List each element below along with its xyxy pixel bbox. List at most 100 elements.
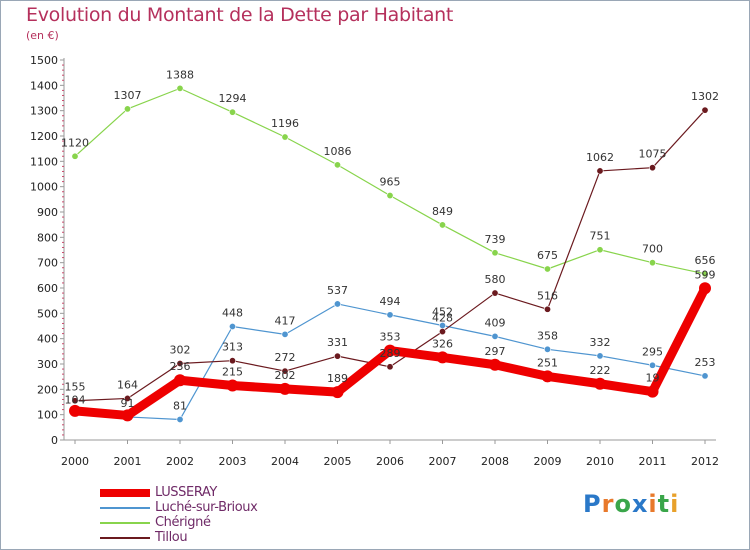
data-label: 599 (695, 268, 716, 281)
data-label: 202 (275, 369, 296, 382)
data-label: 849 (432, 205, 453, 218)
data-point (543, 345, 551, 353)
data-point (69, 404, 81, 417)
data-point (594, 377, 606, 390)
data-label: 1075 (639, 148, 667, 161)
y-tick-label: 500 (37, 307, 58, 320)
x-tick-label: 2009 (534, 455, 562, 468)
data-point (491, 289, 499, 297)
data-point (491, 332, 499, 340)
data-point (174, 374, 186, 387)
data-label: 236 (170, 360, 191, 373)
data-label: 494 (380, 295, 401, 308)
data-label: 700 (642, 243, 663, 256)
legend-label: Chérigné (155, 515, 211, 530)
data-label: 1307 (114, 89, 142, 102)
data-point (71, 152, 79, 160)
data-label: 428 (432, 312, 453, 325)
data-label: 448 (222, 307, 243, 320)
data-label: 289 (380, 347, 401, 360)
data-label: 272 (275, 351, 296, 364)
y-tick-label: 400 (37, 333, 58, 346)
legend-label: Luché-sur-Brioux (155, 500, 258, 515)
data-label: 189 (327, 372, 348, 385)
y-tick-label: 900 (37, 206, 58, 219)
data-point (124, 105, 132, 113)
y-tick-label: 200 (37, 383, 58, 396)
data-label: 417 (275, 314, 296, 327)
data-label: 965 (380, 176, 401, 189)
data-label: 516 (537, 289, 558, 302)
data-label: 1196 (271, 117, 299, 130)
data-label: 253 (695, 356, 716, 369)
x-tick-label: 2000 (61, 455, 89, 468)
data-point (281, 367, 289, 375)
data-point (229, 108, 237, 116)
data-label: 739 (485, 233, 506, 246)
x-tick-label: 2012 (691, 455, 719, 468)
legend-swatch (100, 537, 150, 539)
data-point (648, 361, 656, 369)
data-point (124, 394, 132, 402)
data-point (121, 409, 134, 422)
x-tick-label: 2001 (114, 455, 142, 468)
data-point (333, 161, 341, 169)
x-tick-label: 2003 (219, 455, 247, 468)
data-label: 1388 (166, 68, 194, 81)
y-tick-label: 600 (37, 282, 58, 295)
data-point (438, 328, 446, 336)
x-tick-label: 2006 (376, 455, 404, 468)
chart-lines (69, 84, 711, 423)
data-label: 1120 (61, 136, 89, 149)
data-label: 1086 (324, 145, 352, 158)
data-point (543, 265, 551, 273)
data-label: 537 (327, 284, 348, 297)
x-tick-label: 2002 (166, 455, 194, 468)
chart-axes: 0 100 200 300 400 500 600 700 800 900 1000 1100 1200… (30, 54, 719, 468)
data-label: 332 (590, 336, 611, 349)
legend-swatch (100, 489, 150, 497)
data-label: 19 (646, 372, 660, 385)
data-point (176, 84, 184, 92)
data-point (596, 352, 604, 360)
data-point (71, 397, 79, 405)
data-label: 164 (117, 378, 138, 391)
data-point (646, 385, 659, 398)
data-label: 313 (222, 341, 243, 354)
y-tick-label: 100 (37, 409, 58, 422)
data-point (438, 221, 446, 229)
data-label: 251 (537, 356, 558, 369)
data-point (701, 270, 709, 278)
y-tick-label: 1000 (30, 181, 58, 194)
legend-label: LUSSERAY (155, 485, 217, 500)
data-point (229, 323, 237, 331)
y-tick-label: 1100 (30, 155, 58, 168)
data-point (701, 106, 709, 114)
x-tick-label: 2010 (586, 455, 614, 468)
data-point (489, 358, 501, 371)
data-point (436, 351, 449, 364)
data-point (176, 359, 184, 367)
data-point (648, 164, 656, 172)
data-label: 1302 (691, 90, 719, 103)
data-label: 409 (485, 316, 506, 329)
data-label: 358 (537, 329, 558, 342)
data-label: 452 (432, 305, 453, 318)
legend-swatch (100, 522, 150, 524)
data-point (226, 379, 239, 392)
proxiti-logo: Proxiti (583, 490, 680, 518)
y-tick-label: 1200 (30, 130, 58, 143)
y-tick-label: 0 (51, 434, 58, 447)
x-tick-label: 2011 (639, 455, 667, 468)
data-label: 675 (537, 249, 558, 262)
y-tick-label: 700 (37, 257, 58, 270)
data-point (386, 363, 394, 371)
data-point (701, 372, 709, 380)
x-tick-label: 2004 (271, 455, 299, 468)
data-point (699, 282, 711, 295)
data-point (491, 249, 499, 257)
data-label: 295 (642, 345, 663, 358)
data-point (333, 352, 341, 360)
y-tick-label: 1400 (30, 79, 58, 92)
data-label: 297 (485, 345, 506, 358)
